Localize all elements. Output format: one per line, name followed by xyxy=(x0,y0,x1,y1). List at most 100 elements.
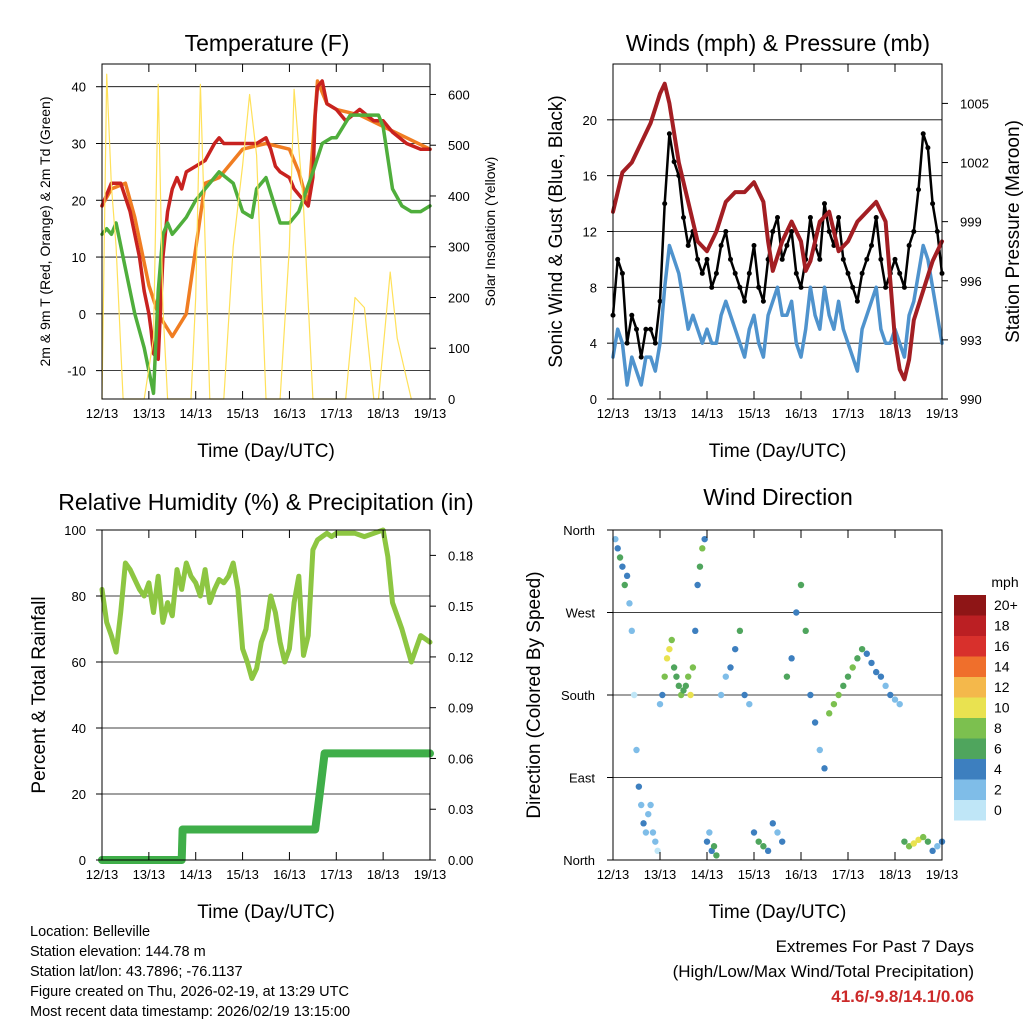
direction-point xyxy=(652,838,659,845)
y-tick-label: 40 xyxy=(72,721,86,736)
direction-point xyxy=(640,820,647,827)
gust-point xyxy=(629,312,635,318)
direction-point xyxy=(929,847,936,855)
gust-point xyxy=(695,256,701,262)
station-pressure-maroon-line xyxy=(611,81,944,382)
y-tick-label: 0 xyxy=(79,853,86,868)
direction-point xyxy=(934,843,941,850)
colorbar-swatch xyxy=(954,636,986,657)
x-tick-label: 17/13 xyxy=(320,406,353,421)
x-tick-label: 19/13 xyxy=(926,406,959,421)
y-tick-label: 20 xyxy=(72,787,86,802)
direction-point xyxy=(630,691,638,699)
gust-point xyxy=(807,215,813,221)
colorbar-swatch xyxy=(954,697,986,718)
x-tick-label: 13/13 xyxy=(644,867,677,882)
gust-point xyxy=(699,270,705,276)
gust-point xyxy=(934,229,940,234)
elevation-text: Station elevation: 144.78 m xyxy=(30,944,206,960)
y2-tick-label: 0.18 xyxy=(448,548,473,563)
x-axis-label: Time (Day/UTC) xyxy=(709,902,847,923)
x-tick-label: 12/13 xyxy=(597,867,630,882)
panel-1: Temperature (F) 12/13 13/13 14/13 15/13 16/13… xyxy=(37,30,498,462)
direction-point xyxy=(612,535,619,543)
panel-title-4: Wind Direction xyxy=(703,484,853,510)
colorbar-swatch xyxy=(954,759,986,780)
direction-point xyxy=(713,852,720,859)
direction-point xyxy=(685,673,692,680)
y-tick-label: South xyxy=(561,688,595,703)
total-precipitation-line xyxy=(98,749,434,864)
y2-tick-label: 0.03 xyxy=(448,802,473,817)
gust-point xyxy=(859,270,865,276)
direction-point xyxy=(642,829,650,836)
direction-point xyxy=(910,840,917,847)
colorbar-label: 10 xyxy=(994,700,1010,716)
y2-tick-label: 100 xyxy=(448,341,470,356)
direction-point xyxy=(858,645,866,653)
solar-insolation-yellow-line xyxy=(101,73,412,400)
x-tick-label: 17/13 xyxy=(832,406,865,421)
direction-point xyxy=(920,833,927,841)
x-tick-label: 19/13 xyxy=(926,867,959,882)
gust-point xyxy=(685,242,691,248)
colorbar-label: 20+ xyxy=(994,597,1018,613)
gust-point xyxy=(770,229,776,234)
panel-title-1: Temperature (F) xyxy=(185,30,350,56)
gust-point xyxy=(723,229,729,234)
gust-point xyxy=(619,270,625,276)
extremes-box: Extremes For Past 7 Days (High/Low/Max W… xyxy=(673,934,974,1009)
x-tick-label: 16/13 xyxy=(785,406,818,421)
gust-point xyxy=(883,284,889,290)
direction-point xyxy=(614,545,621,552)
direction-point xyxy=(687,691,694,699)
direction-point xyxy=(793,609,800,616)
y2-tick-label: 996 xyxy=(960,274,982,289)
direction-point xyxy=(626,600,633,607)
colorbar-label: 14 xyxy=(994,659,1010,675)
y-tick-label: North xyxy=(563,853,595,868)
direction-point xyxy=(661,673,668,680)
y-tick-label: 4 xyxy=(590,336,597,351)
direction-point xyxy=(663,655,671,662)
direction-point xyxy=(746,700,753,708)
direction-point xyxy=(692,627,699,635)
direction-point xyxy=(821,765,828,772)
y2-axis-label: Station Pressure (Maroon) xyxy=(1003,120,1024,343)
y-tick-label: -10 xyxy=(67,364,86,379)
direction-point xyxy=(849,664,856,671)
gust-point xyxy=(666,131,672,137)
y-axis-label: Direction (Colored By Speed) xyxy=(524,571,545,818)
gust-point xyxy=(784,242,790,248)
colorbar-unit: mph xyxy=(991,574,1018,590)
direction-point xyxy=(628,627,635,635)
direction-point xyxy=(638,801,645,809)
gust-point xyxy=(634,326,639,332)
x-tick-label: 18/13 xyxy=(367,867,400,882)
direction-point xyxy=(816,746,823,754)
direction-point xyxy=(887,691,894,699)
direction-point xyxy=(830,700,838,708)
x-tick-label: 18/13 xyxy=(879,867,912,882)
plot-frame xyxy=(101,63,431,400)
x-axis-label: Time (Day/UTC) xyxy=(197,441,335,462)
x-tick-label: 14/13 xyxy=(179,867,212,882)
x-tick-label: 14/13 xyxy=(179,406,212,421)
y2-tick-label: 0 xyxy=(448,392,455,407)
colorbar-label: 8 xyxy=(994,720,1002,736)
gust-point xyxy=(728,256,733,262)
x-tick-label: 17/13 xyxy=(320,867,353,882)
direction-point xyxy=(717,691,725,699)
colorbar-swatch xyxy=(954,677,986,698)
panel-2: Winds (mph) & Pressure (mb) 12/13 13/13 14/… xyxy=(546,30,1024,462)
x-axis-label: Time (Day/UTC) xyxy=(197,902,335,923)
direction-point xyxy=(868,659,875,667)
gust-point xyxy=(638,354,644,360)
x-tick-label: 12/13 xyxy=(86,867,119,882)
gust-point xyxy=(822,201,827,207)
y-axis-label: Sonic Wind & Gust (Blue, Black) xyxy=(546,95,567,367)
colorbar-swatch xyxy=(954,656,986,677)
y-tick-label: 0 xyxy=(79,307,86,322)
sonic-wind-blue-line xyxy=(611,243,944,387)
